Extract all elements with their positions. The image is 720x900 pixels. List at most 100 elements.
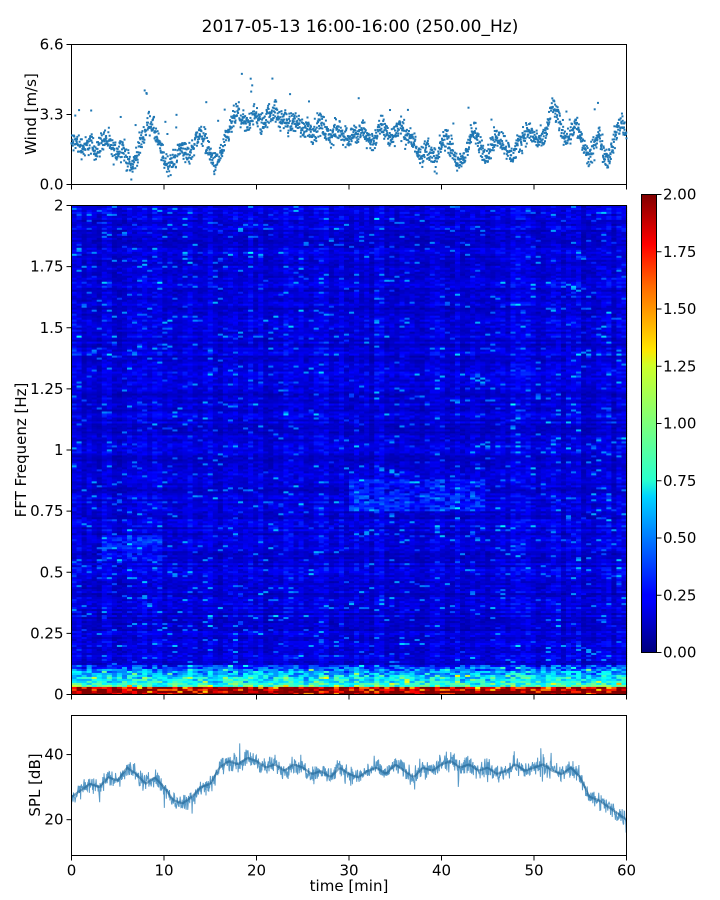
wind-point — [126, 156, 128, 158]
wind-point — [559, 113, 561, 115]
wind-point — [155, 131, 157, 133]
wind-point — [227, 136, 229, 138]
wind-point — [415, 136, 417, 138]
wind-point — [459, 153, 461, 155]
wind-point — [546, 133, 548, 135]
wind-point — [455, 155, 457, 157]
wind-point — [233, 105, 235, 107]
wind-point — [592, 139, 594, 141]
wind-point — [557, 106, 559, 108]
wind-point — [294, 118, 296, 120]
wind-point — [425, 144, 427, 146]
wind-point — [165, 153, 167, 155]
wind-point — [466, 142, 468, 144]
wind-point — [532, 132, 534, 134]
wind-point — [306, 128, 308, 130]
wind-point — [424, 140, 426, 142]
wind-point — [249, 122, 251, 124]
wind-point — [329, 139, 331, 141]
wind-point — [625, 132, 627, 134]
wind-point — [578, 127, 580, 129]
wind-point — [95, 158, 97, 160]
wind-point — [188, 142, 190, 144]
wind-point — [304, 125, 306, 127]
wind-point — [470, 141, 472, 143]
wind-point — [113, 164, 115, 166]
wind-point — [114, 144, 116, 146]
wind-point — [434, 171, 436, 173]
wind-point — [613, 125, 615, 127]
wind-point — [126, 169, 128, 171]
wind-point — [248, 120, 250, 122]
wind-point — [450, 135, 452, 137]
wind-point — [573, 131, 575, 133]
wind-point — [312, 128, 314, 130]
wind-point — [274, 115, 276, 117]
wind-point — [437, 150, 439, 152]
wind-point — [375, 144, 377, 146]
wind-point — [115, 153, 117, 155]
wind-point — [232, 120, 234, 122]
wind-point — [548, 111, 550, 113]
wind-point — [321, 118, 323, 120]
wind-point — [571, 123, 573, 125]
wind-point — [430, 147, 432, 149]
wind-point — [138, 154, 140, 156]
wind-point — [492, 137, 494, 139]
wind-point — [433, 155, 435, 157]
wind-point — [92, 147, 94, 149]
wind-point — [612, 150, 614, 152]
wind-point — [257, 115, 259, 117]
wind-point — [563, 144, 565, 146]
wind-point — [476, 139, 478, 141]
wind-point — [414, 139, 416, 141]
wind-point — [543, 135, 545, 137]
wind-point — [129, 156, 131, 158]
wind-point — [419, 162, 421, 164]
wind-point — [261, 112, 263, 114]
wind-point — [289, 116, 291, 118]
wind-point — [91, 142, 93, 144]
wind-point — [406, 129, 408, 131]
wind-point — [510, 150, 512, 152]
wind-point — [616, 131, 618, 133]
wind-point — [252, 123, 254, 125]
wind-point — [436, 172, 438, 174]
wind-point — [497, 145, 499, 147]
wind-point — [245, 123, 247, 125]
wind-point — [204, 128, 206, 130]
wind-point — [166, 133, 168, 135]
wind-point — [143, 142, 145, 144]
wind-point — [357, 138, 359, 140]
wind-point — [171, 157, 173, 159]
wind-point — [591, 162, 593, 164]
wind-point — [348, 140, 350, 142]
wind-point — [472, 133, 474, 135]
wind-point — [393, 128, 395, 130]
wind-point — [512, 152, 514, 154]
wind-point — [350, 143, 352, 145]
wind-point — [248, 128, 250, 130]
wind-point — [88, 147, 90, 149]
wind-point — [427, 143, 429, 145]
wind-point — [233, 125, 235, 127]
wind-point — [521, 152, 523, 154]
wind-point — [293, 120, 295, 122]
wind-point — [104, 140, 106, 142]
wind-point — [298, 115, 300, 117]
wind-point — [624, 121, 626, 123]
wind-point — [248, 113, 250, 115]
wind-point — [475, 122, 477, 124]
wind-point — [146, 124, 148, 126]
wind-point — [128, 163, 130, 165]
wind-point — [392, 141, 394, 143]
wind-point — [452, 150, 454, 152]
wind-point — [434, 160, 436, 162]
wind-point — [526, 124, 528, 126]
wind-point — [78, 109, 80, 111]
wind-point — [170, 174, 172, 176]
wind-point — [501, 140, 503, 142]
wind-point — [357, 141, 359, 143]
wind-point — [502, 132, 504, 134]
wind-point — [493, 126, 495, 128]
